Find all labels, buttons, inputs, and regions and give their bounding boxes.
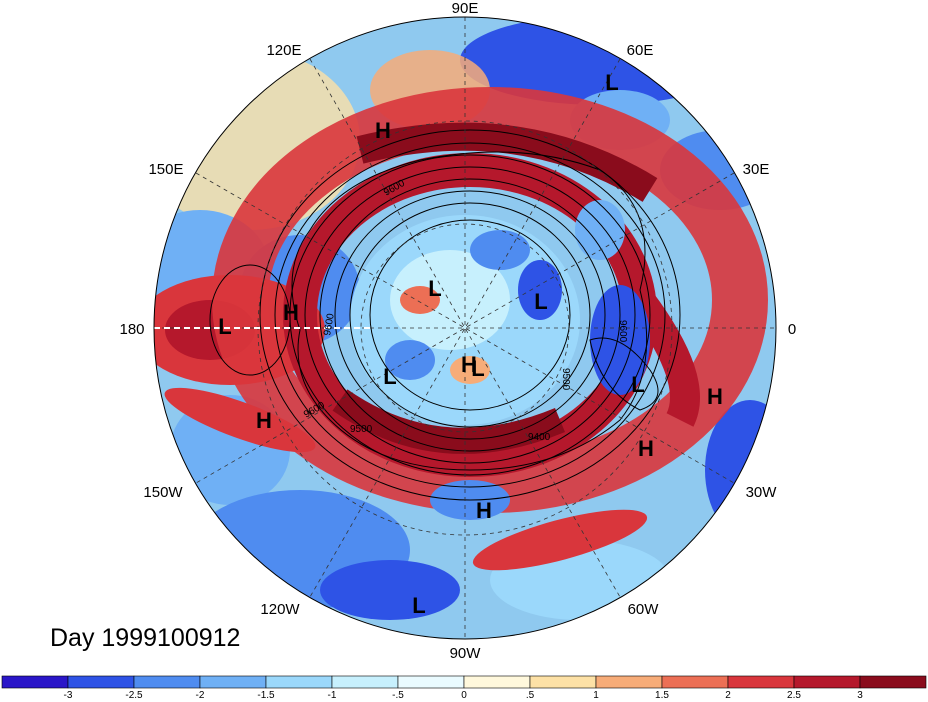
longitude-labels: 90E 60E 30E 0 30W 60W 90W 120W 150W 180 … [119, 0, 796, 662]
pressure-markers: H H H H H H H L L L L L L L L [218, 70, 723, 618]
colorbar-tick-label: -1 [328, 690, 337, 701]
colorbar-swatch [331, 675, 399, 689]
colorbar-swatch [595, 675, 663, 689]
longitude-label: 120W [260, 601, 300, 618]
colorbar-swatch [199, 675, 267, 689]
colorbar-swatch [67, 675, 135, 689]
longitude-label: 90E [452, 0, 479, 17]
colorbar-tick-label: 2.5 [787, 690, 801, 701]
colorbar-swatch [529, 675, 597, 689]
high-pressure-label: H [256, 408, 272, 433]
colorbar-tick-label: 1 [593, 690, 599, 701]
high-pressure-label: H [283, 300, 299, 325]
longitude-label: 150E [148, 161, 183, 178]
colorbar-swatch [265, 675, 333, 689]
longitude-label: 30W [746, 484, 778, 501]
contour-label: 9400 [528, 432, 551, 443]
colorbar-swatch [661, 675, 729, 689]
colorbar-tick-label: -2 [196, 690, 205, 701]
colorbar-tick-label: -3 [64, 690, 73, 701]
longitude-label: 90W [450, 645, 482, 662]
colorbar-swatch [133, 675, 201, 689]
high-pressure-label: H [476, 498, 492, 523]
high-pressure-label: H [707, 384, 723, 409]
contour-label: 9600 [617, 320, 628, 343]
contour-label: 9500 [560, 368, 571, 391]
colorbar-tick-label: 2 [725, 690, 731, 701]
longitude-label: 120E [266, 42, 301, 59]
colorbar-swatch [859, 675, 927, 689]
colorbar-swatch [463, 675, 531, 689]
longitude-label: 60E [627, 42, 654, 59]
colorbar-tick-label: 0 [461, 690, 467, 701]
low-pressure-label: L [412, 593, 425, 618]
map-border [153, 16, 777, 640]
low-pressure-label: L [534, 289, 547, 314]
colorbar: -3 -2.5 -2 -1.5 -1 -.5 0 .5 1 1.5 2 2.5 3 [1, 675, 927, 701]
longitude-label: 150W [143, 484, 183, 501]
colorbar-tick-label: -2.5 [125, 690, 143, 701]
colorbar-swatch [397, 675, 465, 689]
contour-label: 9500 [350, 424, 373, 435]
low-pressure-label: L [631, 372, 644, 397]
colorbar-tick-label: -.5 [392, 690, 404, 701]
high-pressure-label: H [375, 118, 391, 143]
colorbar-swatch [793, 675, 861, 689]
colorbar-tick-label: -1.5 [257, 690, 275, 701]
height-contours [209, 129, 681, 501]
longitude-label: 30E [743, 161, 770, 178]
colorbar-tick-label: 1.5 [655, 690, 669, 701]
longitude-label: 0 [788, 321, 796, 338]
high-pressure-label: H [638, 436, 654, 461]
colorbar-swatch [1, 675, 69, 689]
low-pressure-label: L [428, 276, 441, 301]
contour-label: 9600 [322, 312, 337, 336]
map-disk [154, 17, 776, 639]
low-pressure-label: L [383, 364, 396, 389]
colorbar-tick-label: .5 [526, 690, 535, 701]
low-pressure-label: L [471, 356, 484, 381]
low-pressure-label: L [218, 314, 231, 339]
longitude-label: 60W [628, 601, 660, 618]
map-title: Day 1999100912 [50, 624, 240, 652]
colorbar-tick-label: 3 [857, 690, 863, 701]
anomaly-polar-cap [350, 215, 580, 425]
colorbar-swatch [727, 675, 795, 689]
longitude-label: 180 [119, 321, 144, 338]
high-pressure-label: H [461, 352, 477, 377]
low-pressure-label: L [605, 70, 618, 95]
